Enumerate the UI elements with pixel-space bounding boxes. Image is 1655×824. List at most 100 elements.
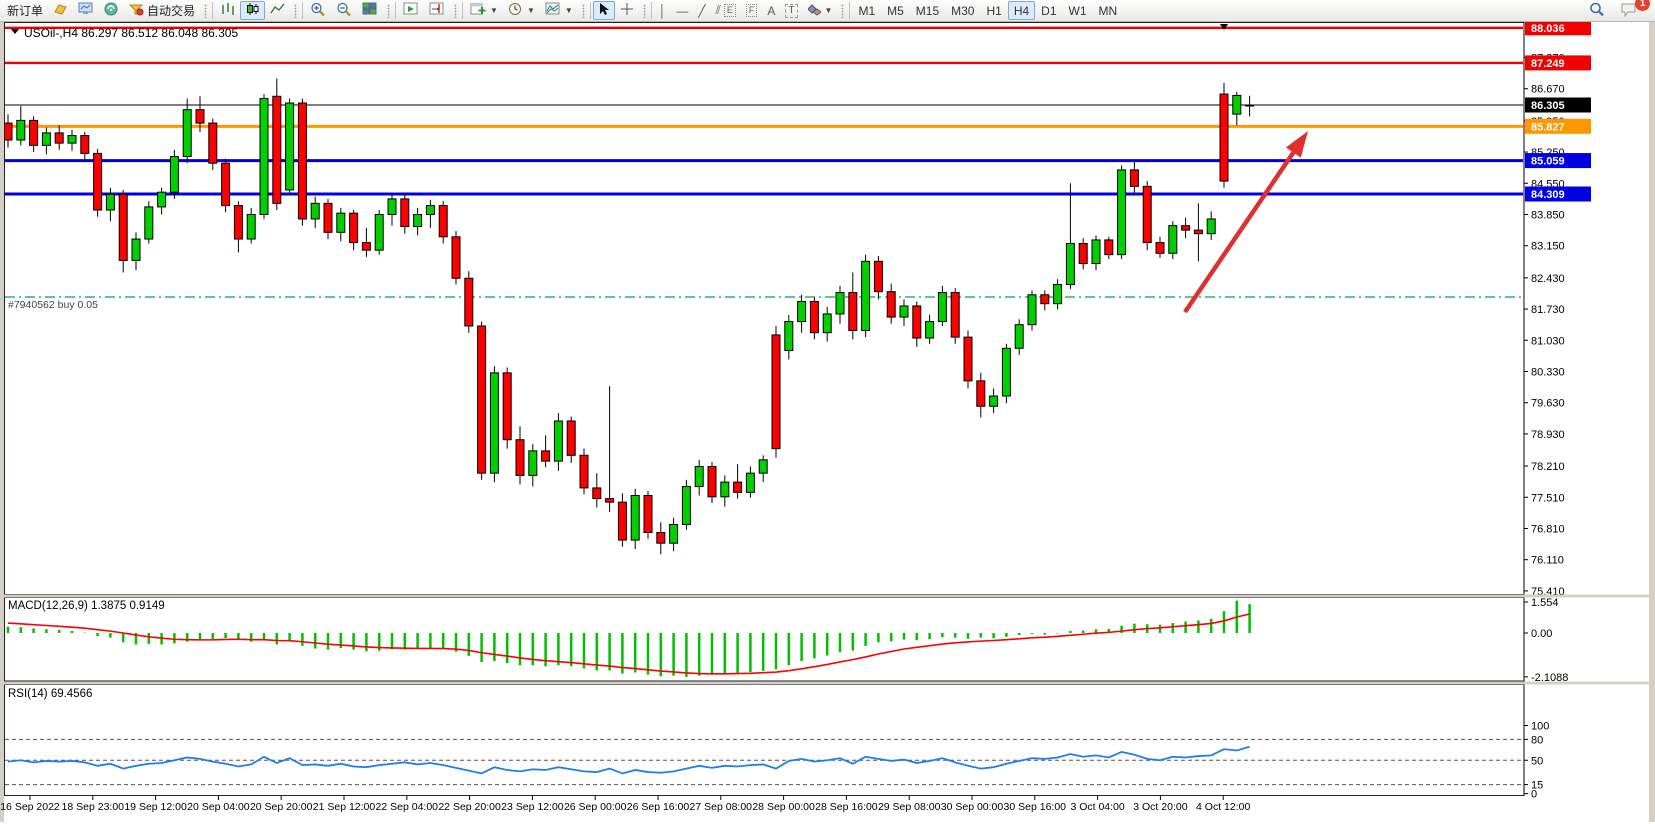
candle-body xyxy=(1040,294,1050,305)
candle-body xyxy=(477,325,487,474)
auto-trading-icon xyxy=(128,2,144,19)
candle-body xyxy=(745,472,755,493)
candle-body xyxy=(1181,225,1191,231)
period-clock-button[interactable]: ▼ xyxy=(503,1,540,20)
timeframe-m30[interactable]: M30 xyxy=(945,1,980,20)
notification-badge[interactable]: 1 xyxy=(1635,0,1650,11)
candle-body xyxy=(400,198,410,228)
macd-label: MACD(12,26,9) 1.3875 0.9149 xyxy=(8,600,165,612)
cursor-tool-button[interactable] xyxy=(592,1,615,20)
candle-body xyxy=(1245,104,1255,107)
strategy-signal-button[interactable] xyxy=(99,1,124,20)
candle-body xyxy=(1065,242,1075,286)
timeframe-mn[interactable]: MN xyxy=(1093,1,1124,20)
trendline-tool-button[interactable]: ╱ xyxy=(693,1,710,20)
price-hlines[interactable] xyxy=(5,26,1523,298)
search-button[interactable] xyxy=(1584,1,1610,20)
candle-body xyxy=(989,395,999,407)
text-tool-button[interactable]: A xyxy=(762,1,780,20)
price-badge-label: 85.827 xyxy=(1531,121,1565,133)
candle-body xyxy=(592,487,602,500)
pane-splitter[interactable] xyxy=(0,681,1655,685)
fibonacci-tool-button[interactable]: ⫽ E xyxy=(711,1,741,20)
candle-body xyxy=(272,95,282,204)
price-badge-label: 86.305 xyxy=(1531,100,1565,112)
candle-body xyxy=(771,334,781,450)
rsi-tick-label: 50 xyxy=(1531,755,1543,767)
candle-body xyxy=(579,454,589,489)
zoom-in-button[interactable] xyxy=(305,1,331,20)
grid-icon: F xyxy=(745,4,758,17)
candle-body xyxy=(336,212,346,233)
chart-profile-button[interactable] xyxy=(48,1,73,20)
time-tick-label: 23 Sep 12:00 xyxy=(501,801,564,813)
time-tick-label: 27 Sep 08:00 xyxy=(690,801,753,813)
candle-body xyxy=(93,152,103,211)
time-tick-label: 21 Sep 12:00 xyxy=(313,801,376,813)
pane-splitter[interactable] xyxy=(0,594,1655,598)
zoom-in-icon xyxy=(310,2,326,20)
fibonacci-sub-label: E xyxy=(723,4,736,17)
templates-icon xyxy=(545,2,561,19)
timeframe-h4[interactable]: H4 xyxy=(1007,1,1036,20)
timeframe-m15[interactable]: M15 xyxy=(910,1,945,20)
price-tick-label: 80.330 xyxy=(1531,366,1565,378)
shapes-tool-button[interactable]: ▼ xyxy=(803,1,838,20)
templates-caret: ▼ xyxy=(564,6,573,15)
terminal-button[interactable] xyxy=(73,1,99,20)
auto-scroll-button[interactable] xyxy=(398,1,424,20)
chart-shift-button[interactable] xyxy=(424,1,450,20)
tile-windows-icon xyxy=(362,2,378,19)
cursor-icon xyxy=(598,2,610,19)
candle-body xyxy=(925,321,935,339)
candle-body xyxy=(1053,284,1063,305)
candle-body xyxy=(835,292,845,315)
vertical-line-tool-button[interactable]: │ xyxy=(654,1,672,20)
candle-body xyxy=(963,336,973,382)
new-order-button[interactable]: 新订单 xyxy=(2,1,48,20)
period-caret: ▼ xyxy=(526,6,535,15)
candle-body xyxy=(669,523,679,544)
candle-body xyxy=(541,450,551,462)
candlestick-chart-type-button[interactable] xyxy=(240,1,266,20)
time-tick-label: 20 Sep 04:00 xyxy=(187,801,250,813)
toolbar: 新订单 自动交易 xyxy=(0,0,1655,22)
candles-layer xyxy=(5,78,1255,555)
crosshair-tool-button[interactable] xyxy=(615,1,639,20)
price-tick-label: 83.850 xyxy=(1531,209,1565,221)
candlestick-icon xyxy=(245,2,260,19)
time-axis[interactable]: 16 Sep 2022 18 Sep 23:00 19 Sep 12:00 20 Se… xyxy=(0,796,1250,813)
trend-arrow[interactable] xyxy=(1183,131,1308,314)
candle-body xyxy=(413,213,423,228)
candle-body xyxy=(208,122,218,164)
candle-body xyxy=(169,156,179,193)
time-tick-label: 29 Sep 08:00 xyxy=(878,801,941,813)
tile-windows-button[interactable] xyxy=(357,1,383,20)
text-label-tool-button[interactable]: T xyxy=(780,1,802,20)
candle-body xyxy=(157,191,167,208)
horizontal-line-tool-button[interactable]: — xyxy=(671,1,693,20)
timeframe-h1[interactable]: H1 xyxy=(980,1,1007,20)
candle-body xyxy=(976,380,986,407)
search-icon xyxy=(1589,2,1605,20)
templates-button[interactable]: ▼ xyxy=(540,1,578,20)
candle-body xyxy=(1155,242,1165,254)
bar-chart-type-button[interactable] xyxy=(215,1,240,20)
timeframe-d1[interactable]: D1 xyxy=(1035,1,1062,20)
auto-trading-button[interactable]: 自动交易 xyxy=(124,1,200,20)
candle-body xyxy=(438,205,448,238)
new-chart-button[interactable]: ▼ xyxy=(465,1,503,20)
candle-body xyxy=(349,212,359,244)
candle-body xyxy=(285,102,295,191)
timeframe-w1[interactable]: W1 xyxy=(1063,1,1093,20)
grid-tool-button[interactable]: F xyxy=(741,1,763,20)
time-tick-label: 22 Sep 04:00 xyxy=(376,801,439,813)
line-chart-type-button[interactable] xyxy=(265,1,290,20)
rsi-line xyxy=(7,745,1250,775)
zoom-out-button[interactable] xyxy=(331,1,357,20)
candle-body xyxy=(809,300,819,334)
timeframe-m1[interactable]: M1 xyxy=(852,1,881,20)
time-tick-label: 30 Sep 00:00 xyxy=(941,801,1004,813)
chart-context-arrow-icon[interactable] xyxy=(11,29,19,34)
timeframe-m5[interactable]: M5 xyxy=(881,1,910,20)
